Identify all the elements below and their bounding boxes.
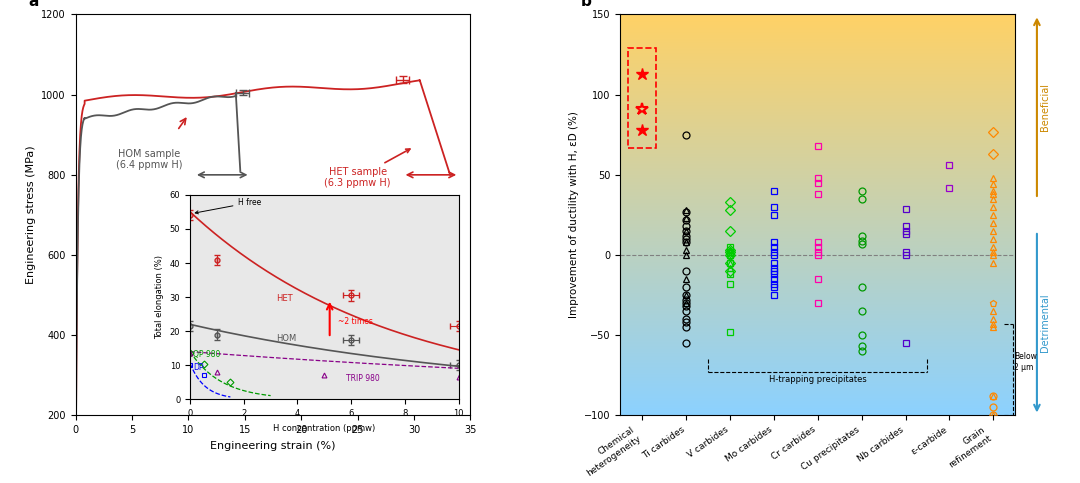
Text: HOM sample
(6.4 ppmw H): HOM sample (6.4 ppmw H) (116, 149, 183, 170)
Text: Below
2 μm: Below 2 μm (1014, 352, 1037, 372)
Text: H-trapping precipitates: H-trapping precipitates (769, 375, 866, 384)
Y-axis label: Improvement of ductility with H, εD (%): Improvement of ductility with H, εD (%) (569, 112, 579, 318)
Text: Beneficial: Beneficial (1040, 83, 1050, 131)
X-axis label: Engineering strain (%): Engineering strain (%) (211, 440, 336, 451)
Text: HET sample
(6.3 ppmw H): HET sample (6.3 ppmw H) (324, 149, 410, 188)
Text: b: b (581, 0, 592, 10)
Text: Detrimental: Detrimental (1040, 294, 1050, 353)
Text: a: a (28, 0, 39, 10)
Y-axis label: Engineering stress (MPa): Engineering stress (MPa) (26, 145, 36, 284)
